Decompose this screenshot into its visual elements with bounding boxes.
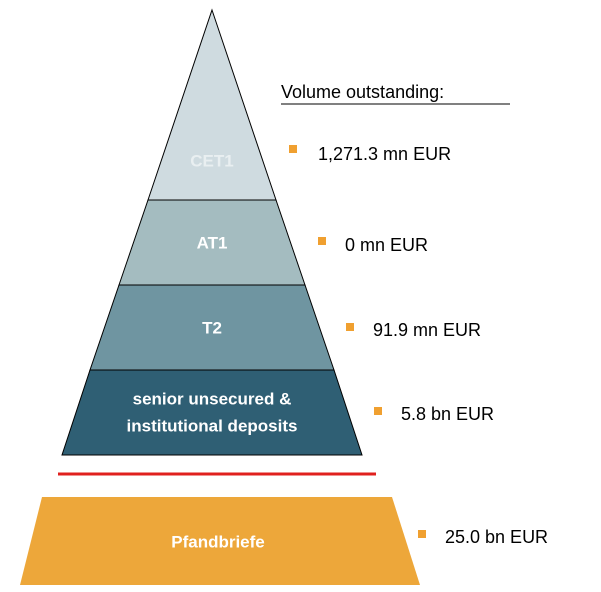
bullet (318, 237, 326, 245)
layer-pfandbriefe (20, 497, 420, 585)
layer-label: AT1 (197, 233, 228, 252)
layer-label: Pfandbriefe (171, 532, 265, 551)
bullet (374, 407, 382, 415)
volume: 91.9 mn EUR (373, 320, 481, 340)
volume: 1,271.3 mn EUR (318, 144, 451, 164)
bullet (418, 530, 426, 538)
layer-label: institutional deposits (127, 416, 298, 435)
layer-label: CET1 (190, 151, 233, 170)
bullet (346, 323, 354, 331)
layer-label: T2 (202, 318, 222, 337)
layer-cet1 (147, 8, 277, 201)
volume: 25.0 bn EUR (445, 527, 548, 547)
title: Volume outstanding: (281, 82, 444, 102)
volume: 0 mn EUR (345, 235, 428, 255)
volume: 5.8 bn EUR (401, 404, 494, 424)
layer-senior (61, 369, 363, 456)
bullet (289, 145, 297, 153)
layer-label: senior unsecured & (133, 389, 292, 408)
